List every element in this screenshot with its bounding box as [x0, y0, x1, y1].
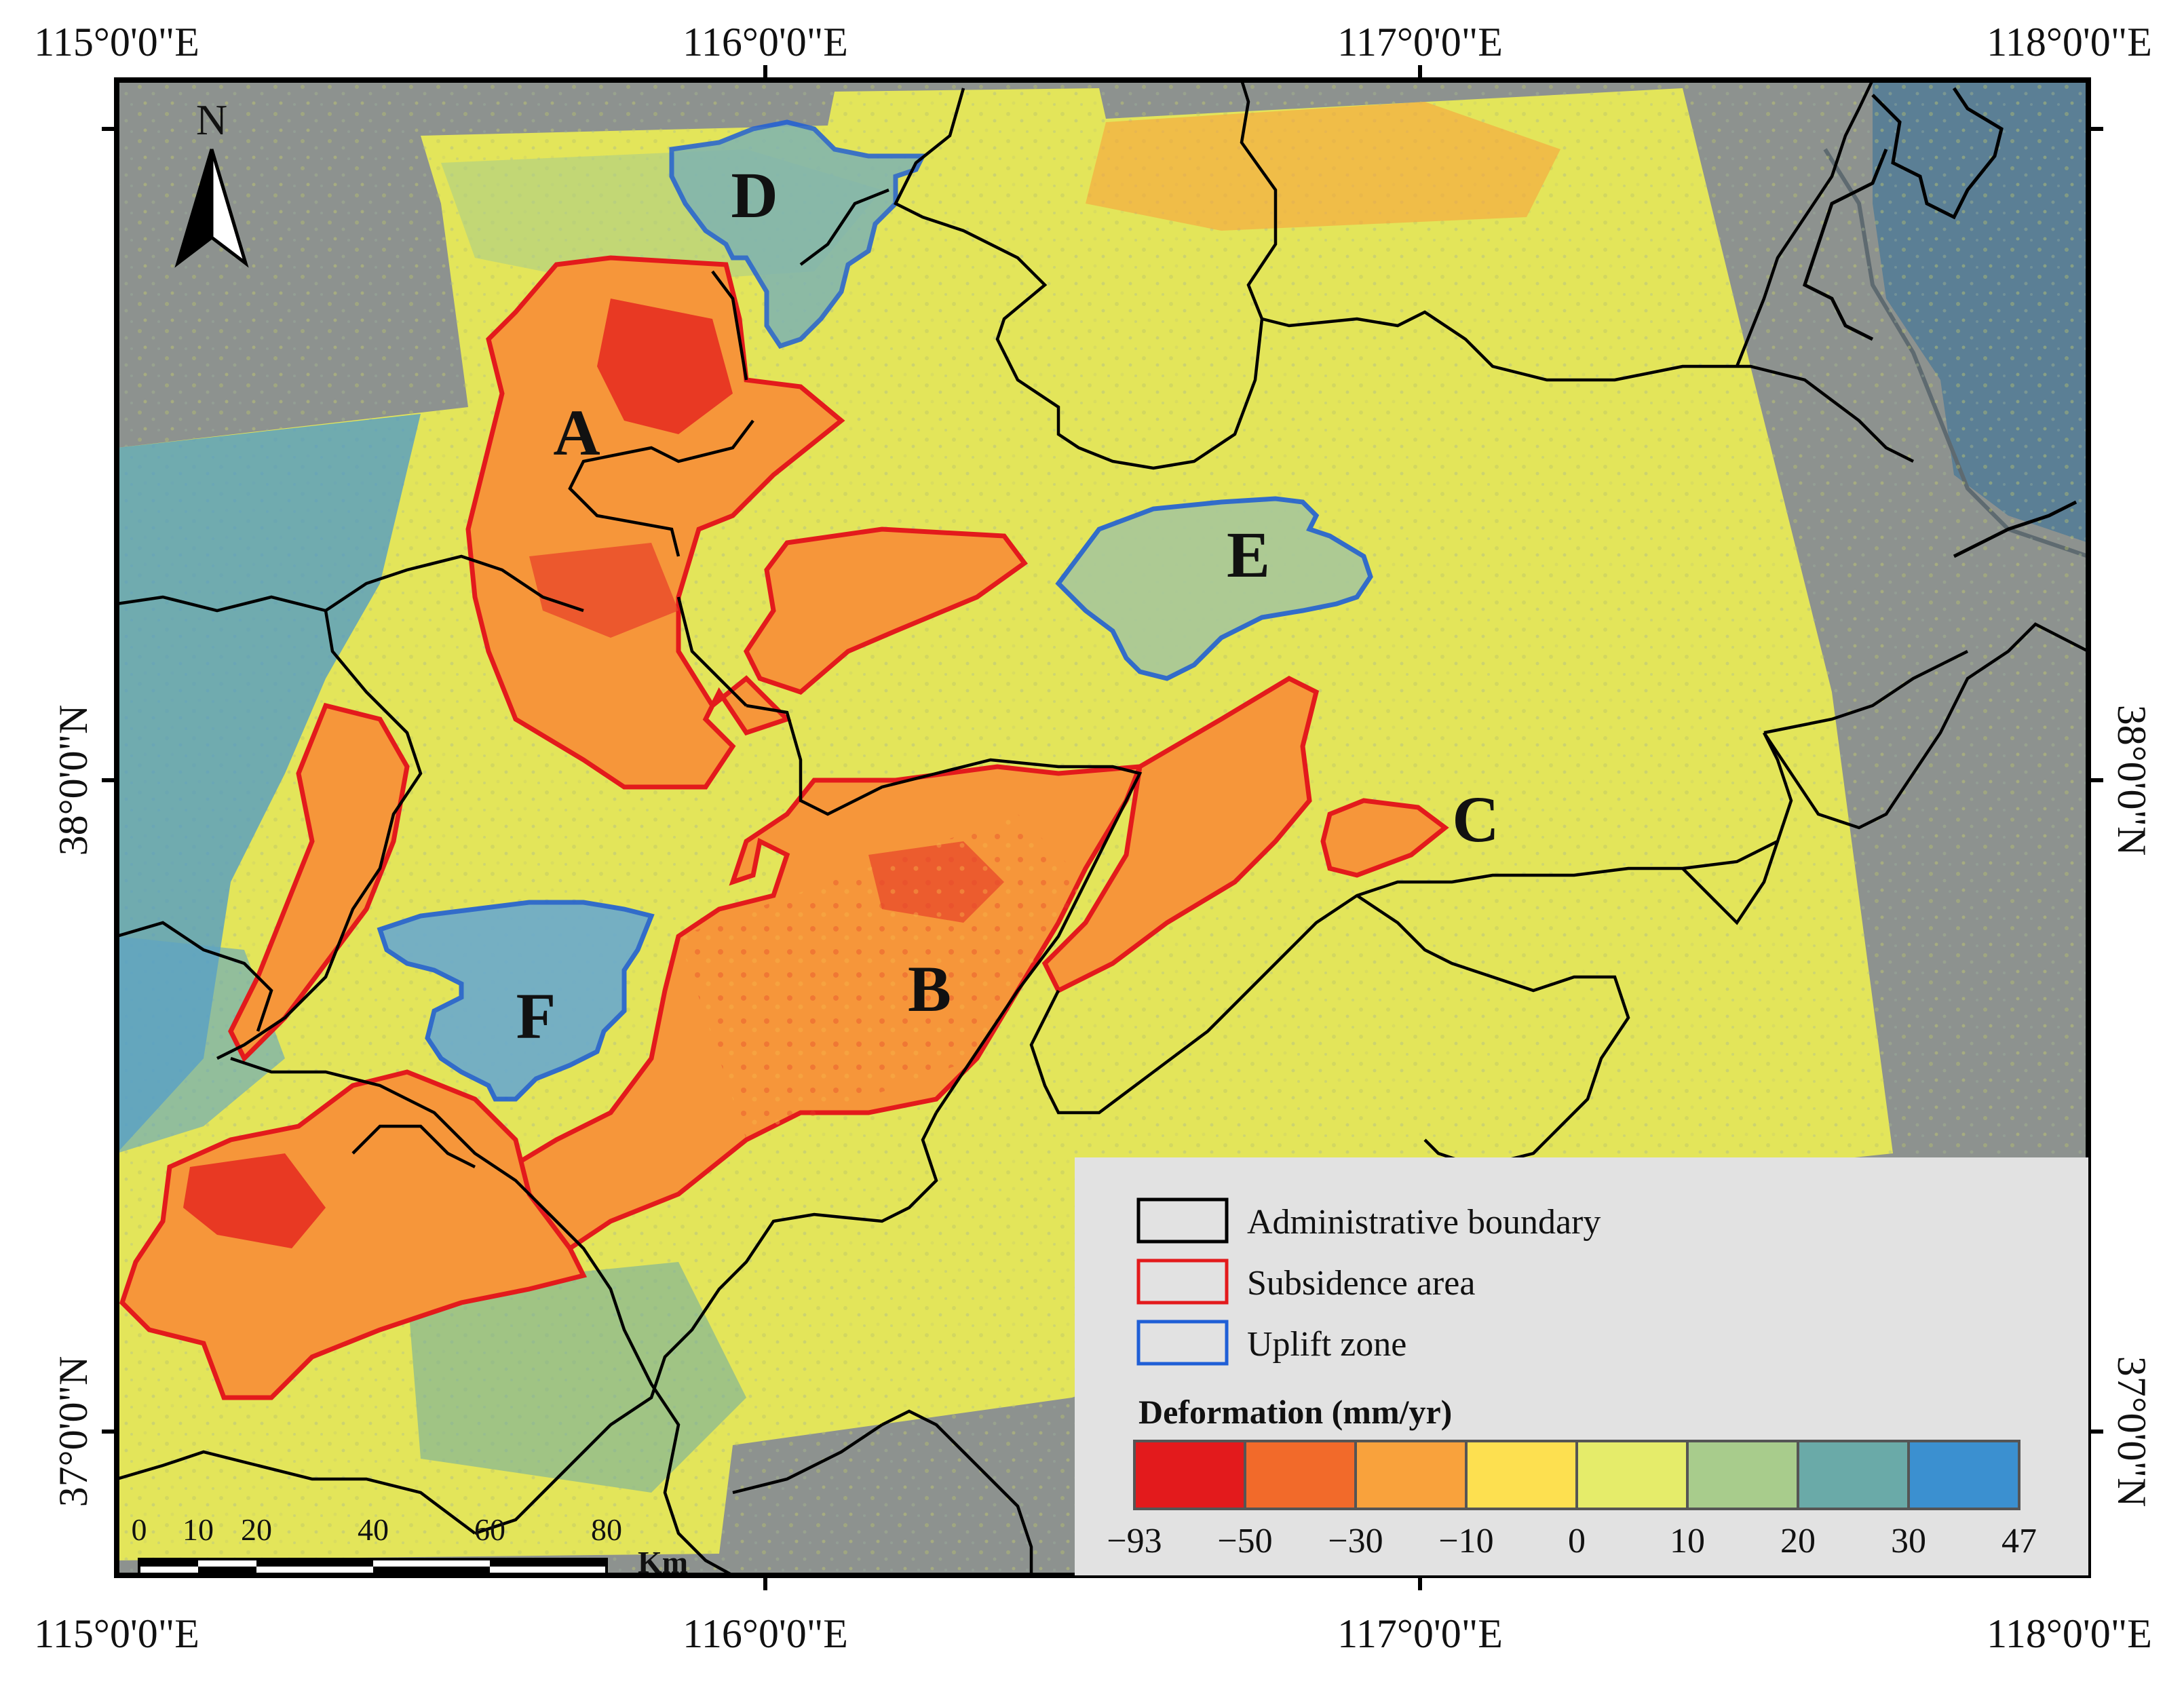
zone-label-d: D — [731, 159, 778, 231]
legend-label-subsidence: Subsidence area — [1247, 1264, 1475, 1303]
colorbar-tick-4: 0 — [1568, 1522, 1586, 1560]
zone-label-c: C — [1452, 783, 1499, 856]
colorbar-tick-6: 20 — [1780, 1522, 1816, 1560]
coord-top-2: 116°0'0"E — [683, 20, 848, 64]
subsidence-zone-a — [465, 255, 845, 790]
colorbar-tick-7: 30 — [1891, 1522, 1926, 1560]
subsidence-core-a2 — [529, 543, 678, 638]
uplift-zone-e — [1055, 496, 1373, 681]
colorbar-title: Deformation (mm/yr) — [1138, 1393, 1452, 1431]
scale-unit: Km — [638, 1545, 688, 1579]
zone-label-a: A — [553, 396, 600, 469]
zone-label-b: B — [908, 953, 951, 1025]
zone-label-e: E — [1227, 518, 1270, 591]
southwest-uplift-background — [117, 936, 285, 1153]
legend-swatch-subsidence — [1136, 1259, 1229, 1305]
coord-bottom-4: 118°0'0"E — [1987, 1611, 2152, 1656]
subsidence-core-southwest — [183, 1153, 326, 1248]
colorbar-tick-3: −10 — [1438, 1522, 1493, 1560]
subsidence-core-a — [597, 299, 733, 434]
coord-top-4: 118°0'0"E — [1987, 20, 2152, 64]
uplift-zone-d — [669, 119, 927, 349]
administrative-boundaries — [117, 80, 2088, 1575]
scale-label-0: 0 — [132, 1512, 147, 1547]
coord-right-1: 38°0'0"N — [2109, 705, 2154, 856]
north-arrow-label: N — [196, 96, 227, 144]
coord-left-2: 37°0'0"N — [51, 1356, 96, 1508]
east-orange-patch — [1086, 102, 1560, 231]
coord-left-1: 38°0'0"N — [51, 705, 96, 856]
legend-label-uplift: Uplift zone — [1247, 1325, 1406, 1364]
colorbar-class-7 — [1907, 1440, 2020, 1510]
colorbar-class-0 — [1133, 1440, 1246, 1510]
north-arrow-icon: N — [174, 96, 249, 268]
colorbar-class-5 — [1686, 1440, 1799, 1510]
scale-label-20: 20 — [241, 1512, 272, 1547]
port-coastline-boundaries — [1802, 87, 2077, 558]
scale-bar: 0 10 20 40 60 80 Km — [132, 1512, 689, 1579]
colorbar: −93 −50 −30 −10 0 10 20 30 47 — [1107, 1440, 2037, 1560]
coord-bottom-2: 116°0'0"E — [683, 1611, 848, 1656]
colorbar-tick-1: −50 — [1217, 1522, 1272, 1560]
legend-swatch-uplift — [1136, 1320, 1229, 1366]
scale-label-10: 10 — [183, 1512, 214, 1547]
coord-top-3: 117°0'0"E — [1337, 20, 1503, 64]
colorbar-tick-0: −93 — [1107, 1522, 1162, 1560]
colorbar-class-2 — [1354, 1440, 1468, 1510]
legend-label-boundary: Administrative boundary — [1247, 1203, 1601, 1242]
colorbar-tick-8: 47 — [2001, 1522, 2037, 1560]
subsidence-zone-east — [743, 526, 1028, 695]
legend-swatch-boundary — [1136, 1197, 1229, 1244]
subsidence-zone-b-east — [1041, 676, 1320, 994]
colorbar-class-3 — [1465, 1440, 1578, 1510]
uplift-zone-f — [377, 900, 655, 1102]
colorbar-tick-5: 10 — [1670, 1522, 1705, 1560]
zone-label-f: F — [516, 980, 556, 1052]
coord-bottom-3: 117°0'0"E — [1337, 1611, 1503, 1656]
coord-bottom-1: 115°0'0"E — [34, 1611, 199, 1656]
graticule-ticks — [102, 65, 2103, 1590]
subsidence-zone-southwest — [119, 1069, 588, 1400]
legend: Administrative boundary Subsidence area … — [1075, 1157, 2088, 1575]
subsidence-zone-west-strip — [228, 702, 410, 1062]
coord-right-2: 37°0'0"N — [2109, 1356, 2154, 1508]
colorbar-class-4 — [1575, 1440, 1689, 1510]
colorbar-class-1 — [1244, 1440, 1357, 1510]
colorbar-class-6 — [1797, 1440, 1910, 1510]
colorbar-tick-2: −30 — [1328, 1522, 1383, 1560]
scale-label-80: 80 — [591, 1512, 622, 1547]
scale-label-60: 60 — [474, 1512, 505, 1547]
scale-label-40: 40 — [358, 1512, 389, 1547]
subsidence-zone-c — [1320, 798, 1449, 878]
subsidence-texture-b — [678, 814, 1086, 1140]
coord-top-1: 115°0'0"E — [34, 20, 199, 64]
south-uplift-background — [407, 1262, 746, 1493]
